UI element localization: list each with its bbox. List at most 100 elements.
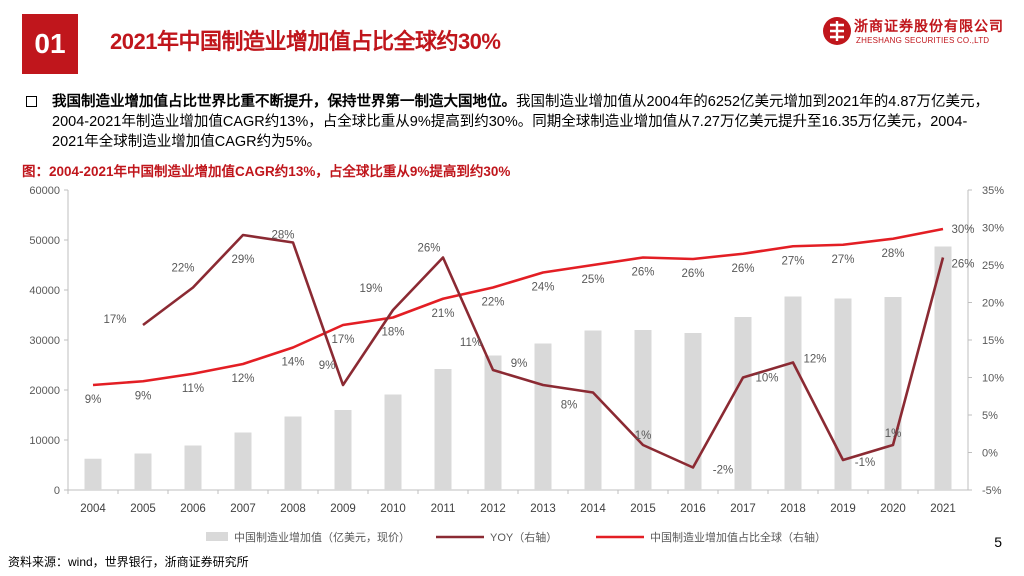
yoy-line-label: 29%: [231, 254, 254, 266]
share-line-label: 22%: [481, 297, 504, 309]
summary-bullet: 我国制造业增加值占比世界比重不断提升，保持世界第一制造大国地位。我国制造业增加值…: [26, 92, 996, 152]
right-tick-label: -5%: [982, 485, 1002, 497]
company-logo: 浙商证券股份有限公司 ZHESHANG SECURITIES CO.,LTD: [822, 12, 1012, 52]
x-tick-label: 2006: [180, 503, 206, 515]
x-tick-label: 2004: [80, 503, 106, 515]
summary-bold: 我国制造业增加值占比世界比重不断提升，保持世界第一制造大国地位。: [52, 94, 516, 110]
share-line-label: 26%: [631, 267, 654, 279]
bar-2007: [234, 432, 252, 490]
right-tick-label: 20%: [982, 298, 1004, 310]
share-line-label: 25%: [581, 274, 604, 286]
share-line-label: 9%: [85, 394, 102, 406]
x-tick-label: 2013: [530, 503, 556, 515]
right-tick-label: 35%: [982, 185, 1004, 197]
yoy-line-label: 1%: [635, 430, 652, 442]
right-tick-label: 15%: [982, 335, 1004, 347]
bar-2009: [334, 410, 352, 490]
left-tick-label: 0: [54, 485, 60, 497]
x-tick-label: 2012: [480, 503, 506, 515]
yoy-line-label: -1%: [855, 457, 875, 469]
bar-2008: [284, 416, 302, 490]
bar-2019: [834, 298, 852, 490]
bar-2021: [934, 246, 952, 490]
x-tick-label: 2005: [130, 503, 156, 515]
bar-2014: [584, 330, 602, 490]
share-line-label: 27%: [781, 255, 804, 267]
logo-english-name: ZHESHANG SECURITIES CO.,LTD: [856, 36, 990, 45]
bar-2012: [484, 355, 502, 490]
x-tick-label: 2007: [230, 503, 256, 515]
x-tick-label: 2019: [830, 503, 856, 515]
share-line-label: 17%: [331, 334, 354, 346]
share-line-label: 27%: [831, 254, 854, 266]
right-tick-label: 5%: [982, 410, 998, 422]
x-tick-label: 2009: [330, 503, 356, 515]
yoy-line-label: 10%: [755, 373, 778, 385]
x-tick-label: 2021: [930, 503, 956, 515]
bar-2018: [784, 296, 802, 490]
share-line-label: 24%: [531, 282, 554, 294]
x-tick-label: 2015: [630, 503, 656, 515]
page-title: 2021年中国制造业增加值占比全球约30%: [110, 29, 501, 54]
left-tick-label: 50000: [29, 235, 60, 247]
x-tick-label: 2011: [431, 503, 456, 515]
legend-share-label: 中国制造业增加值占比全球（右轴）: [650, 530, 826, 544]
yoy-line-label: 11%: [460, 337, 482, 349]
x-tick-label: 2014: [580, 503, 606, 515]
combo-chart: 0 10000 20000 30000 40000 50000 60000 -5% 0% 5% 10…: [29, 185, 1004, 544]
source-note: 资料来源：wind，世界银行，浙商证券研究所: [8, 555, 249, 569]
right-tick-label: 30%: [982, 223, 1004, 235]
right-tick-label: 10%: [982, 373, 1004, 385]
x-tick-label: 2008: [280, 503, 306, 515]
logo-chinese-name: 浙商证券股份有限公司: [854, 18, 1004, 34]
bar-2013: [534, 343, 552, 490]
right-tick-label: 0%: [982, 448, 998, 460]
left-tick-label: 30000: [29, 335, 60, 347]
left-tick-label: 10000: [29, 435, 60, 447]
bar-2005: [134, 453, 152, 490]
yoy-line-label: 19%: [359, 283, 382, 295]
figure-caption: 图：2004-2021年中国制造业增加值CAGR约13%，占全球比重从9%提高到…: [22, 164, 511, 179]
share-line-label: 9%: [135, 390, 152, 402]
yoy-line-label: 28%: [271, 230, 294, 242]
x-tick-label: 2020: [880, 503, 906, 515]
x-tick-label: 2018: [780, 503, 806, 515]
yoy-line-label: 26%: [951, 259, 974, 271]
yoy-line-label: 26%: [417, 243, 440, 255]
page-number: 5: [994, 534, 1002, 550]
bar-2020: [884, 297, 902, 490]
x-tick-label: 2017: [730, 503, 756, 515]
yoy-line-label: 17%: [103, 314, 126, 326]
bar-2011: [434, 369, 452, 490]
yoy-line-label: 9%: [511, 358, 528, 370]
share-line-label: 30%: [951, 224, 974, 236]
bar-2015: [634, 330, 652, 490]
summary-text: 我国制造业增加值从2004年的6252亿美元增加到2021年的4.87万亿美元，…: [52, 94, 989, 150]
yoy-line: [142, 233, 945, 469]
bullet-square-icon: [26, 96, 37, 107]
yoy-line-label: 8%: [561, 400, 578, 412]
x-tick-label: 2016: [680, 503, 706, 515]
left-tick-label: 60000: [29, 185, 60, 197]
legend-bar-label: 中国制造业增加值（亿美元，现价）: [234, 530, 410, 544]
x-tick-label: 2010: [380, 503, 406, 515]
right-tick-label: 25%: [982, 260, 1004, 272]
share-line-label: 14%: [281, 357, 304, 369]
bar-2017: [734, 317, 752, 490]
share-line-label: 26%: [731, 263, 754, 275]
yoy-line-label: 1%: [885, 428, 902, 440]
legend-bar-swatch: [206, 532, 228, 541]
yoy-line-label: 9%: [319, 360, 336, 372]
yoy-line-label: 22%: [171, 263, 194, 275]
share-line: [92, 227, 944, 387]
bar-2004: [84, 458, 102, 490]
share-line-label: 18%: [381, 327, 404, 339]
bar-2016: [684, 333, 702, 490]
share-line-label: 12%: [231, 373, 254, 385]
share-line-label: 21%: [431, 308, 454, 320]
share-line-label: 11%: [182, 383, 204, 395]
yoy-line-label: -2%: [713, 465, 733, 477]
legend-yoy-label: YOY（右轴）: [490, 530, 557, 544]
logo-mark-icon: [823, 17, 851, 45]
bar-2010: [384, 394, 402, 490]
